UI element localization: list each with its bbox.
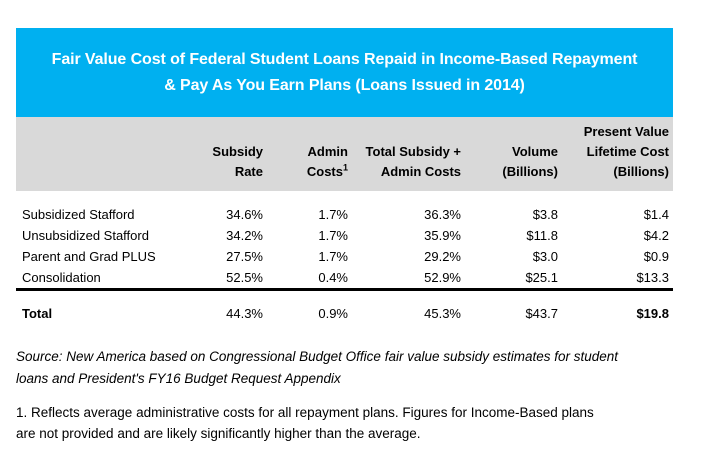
source-note-line-1: Source: New America based on Congression… [16, 349, 619, 364]
header-body-spacer [16, 191, 673, 204]
cell-total-subsidy-admin: 45.3% [352, 288, 465, 330]
cell-pv-lifetime-cost: $0.9 [643, 249, 669, 264]
column-header-row: Subsidy Rate Admin Costs1 Total Subsidy … [16, 117, 673, 191]
source-note: Source: New America based on Congression… [16, 346, 673, 390]
cell-admin-costs: 0.9% [267, 288, 352, 330]
table-row-parent-grad-plus: Parent and Grad PLUS 27.5% 1.7% 29.2% $3… [16, 246, 673, 267]
total-label: Total [16, 288, 166, 330]
cell-admin-costs: 1.7% [318, 249, 348, 264]
table-row-consolidation: Consolidation 52.5% 0.4% 52.9% $25.1 $13… [16, 267, 673, 290]
table-row-unsubsidized-stafford: Unsubsidized Stafford 34.2% 1.7% 35.9% $… [16, 225, 673, 246]
cell-total-subsidy-admin: 29.2% [424, 249, 461, 264]
figure-title-line-2: & Pay As You Earn Plans (Loans Issued in… [164, 76, 525, 94]
row-label: Subsidized Stafford [22, 207, 135, 222]
cell-total-subsidy-admin: 35.9% [424, 228, 461, 243]
footnote-line-2: are not provided and are likely signific… [16, 426, 421, 441]
column-header-subsidy-rate: Subsidy Rate [166, 117, 267, 191]
footnote-marker-1: 1 [342, 162, 348, 173]
cell-subsidy-rate: 34.2% [226, 228, 263, 243]
footnote-line-1: 1. Reflects average administrative costs… [16, 405, 594, 420]
column-header-admin-costs: Admin Costs1 [267, 117, 352, 191]
loan-cost-table: Subsidy Rate Admin Costs1 Total Subsidy … [16, 117, 673, 330]
cell-subsidy-rate: 44.3% [166, 288, 267, 330]
footnote-1: 1. Reflects average administrative costs… [16, 402, 673, 444]
cell-volume: $25.1 [525, 270, 558, 285]
column-header-empty [16, 117, 166, 191]
cell-subsidy-rate: 34.6% [226, 207, 263, 222]
cell-admin-costs: 1.7% [318, 207, 348, 222]
cell-subsidy-rate: 27.5% [226, 249, 263, 264]
cell-admin-costs: 0.4% [318, 270, 348, 285]
column-header-volume: Volume (Billions) [465, 117, 562, 191]
column-header-total-subsidy-admin: Total Subsidy + Admin Costs [352, 117, 465, 191]
cell-total-subsidy-admin: 52.9% [424, 270, 461, 285]
cell-admin-costs: 1.7% [318, 228, 348, 243]
column-header-pv-lifetime-cost: Present Value Lifetime Cost (Billions) [562, 117, 673, 191]
source-note-line-2: loans and President's FY16 Budget Reques… [16, 371, 341, 386]
cell-total-subsidy-admin: 36.3% [424, 207, 461, 222]
cell-pv-lifetime-cost-total: $19.8 [562, 288, 673, 330]
cell-pv-lifetime-cost: $1.4 [643, 207, 669, 222]
row-label: Unsubsidized Stafford [22, 228, 149, 243]
cell-volume: $43.7 [465, 288, 562, 330]
table-row-subsidized-stafford: Subsidized Stafford 34.6% 1.7% 36.3% $3.… [16, 204, 673, 225]
cell-pv-lifetime-cost: $13.3 [636, 270, 669, 285]
cell-volume: $11.8 [526, 228, 558, 243]
figure-student-loan-cost-table: Fair Value Cost of Federal Student Loans… [16, 28, 673, 444]
cell-volume: $3.0 [532, 249, 558, 264]
cell-volume: $3.8 [532, 207, 558, 222]
cell-pv-lifetime-cost: $4.2 [643, 228, 669, 243]
row-label: Parent and Grad PLUS [22, 249, 156, 264]
row-label: Consolidation [22, 270, 101, 285]
figure-title-line-1: Fair Value Cost of Federal Student Loans… [51, 50, 638, 68]
cell-subsidy-rate: 52.5% [226, 270, 263, 285]
table-row-total: Total 44.3% 0.9% 45.3% $43.7 $19.8 [16, 288, 673, 330]
figure-title-bar: Fair Value Cost of Federal Student Loans… [16, 28, 673, 117]
